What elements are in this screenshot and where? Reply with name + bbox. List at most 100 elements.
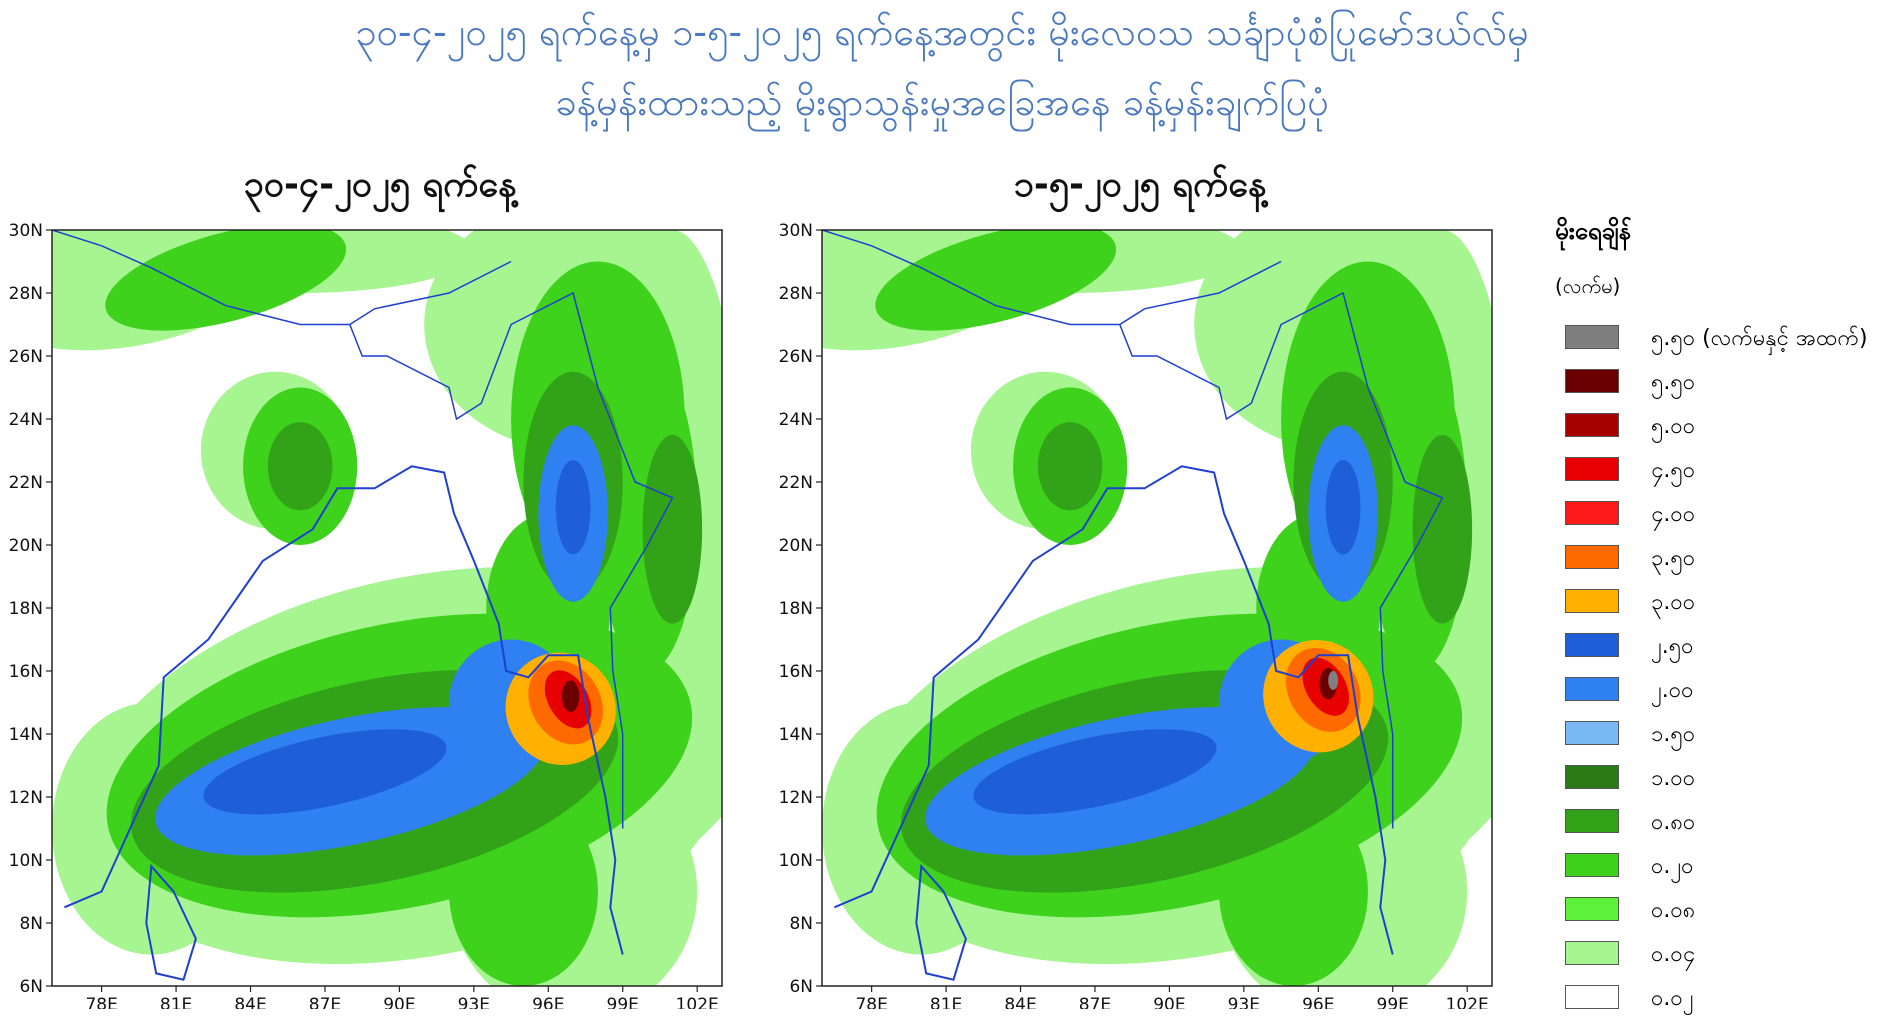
- legend-label: ၃.၅၀: [1651, 546, 1696, 571]
- legend-label: ၀.၀၈: [1651, 898, 1696, 923]
- legend-title: မိုးရေချိန်: [1555, 217, 1632, 245]
- rain-area: [105, 230, 347, 331]
- lat-tick-label: 14N: [779, 725, 813, 745]
- lat-tick-label: 26N: [779, 347, 813, 367]
- legend-label: ၅.၀၀: [1651, 414, 1696, 439]
- legend-item: ၀.၀၂: [1555, 977, 1880, 1021]
- rain-area: [642, 434, 703, 624]
- lat-tick-label: 24N: [779, 410, 813, 430]
- legend-label: ၁.၅၀: [1651, 722, 1696, 747]
- rain-area: [875, 230, 1117, 331]
- legend-label: ၁.၀၀: [1651, 766, 1696, 791]
- lon-tick-label: 99E: [1377, 995, 1409, 1009]
- lon-tick-label: 93E: [458, 995, 490, 1009]
- legend-item: ၅.၀၀: [1555, 405, 1880, 449]
- lon-tick-label: 81E: [930, 995, 962, 1009]
- legend-swatch: [1565, 897, 1619, 921]
- legend-swatch: [1565, 589, 1619, 613]
- legend-item: ၀.၂၀: [1555, 845, 1880, 889]
- legend-label: ၄.၅၀: [1651, 458, 1696, 483]
- lon-tick-label: 102E: [1446, 995, 1489, 1009]
- legend-item: ၀.၀၈: [1555, 889, 1880, 933]
- lon-tick-label: 84E: [234, 995, 266, 1009]
- country-border: [1119, 291, 1444, 829]
- legend-swatch: [1565, 501, 1619, 525]
- heavy-rain-area: [1328, 671, 1339, 690]
- legend-item: ၄.၅၀: [1555, 449, 1880, 493]
- legend-label: ၄.၀၀: [1651, 502, 1696, 527]
- legend-swatch: [1565, 457, 1619, 481]
- lat-tick-label: 24N: [9, 410, 43, 430]
- lat-tick-label: 14N: [9, 725, 43, 745]
- legend-label: ၅.၅၀: [1651, 370, 1696, 395]
- lat-tick-label: 28N: [779, 284, 813, 304]
- sri-lanka-coastline: [915, 863, 967, 981]
- legend-label: ၂.၅၀: [1651, 634, 1694, 659]
- legend-items: ၅.၅၀ (လက်မနှင့် အထက်) ၅.၅၀၅.၀၀၄.၅၀၄.၀၀၃.၅…: [1555, 317, 1880, 1021]
- lon-tick-label: 96E: [532, 995, 564, 1009]
- rain-area: [1037, 422, 1103, 511]
- lon-tick-label: 90E: [383, 995, 415, 1009]
- lat-tick-label: 30N: [9, 222, 43, 241]
- lat-tick-label: 22N: [779, 473, 813, 493]
- sri-lanka-coastline: [145, 863, 197, 981]
- legend-swatch: [1565, 985, 1619, 1009]
- rainfall-map-day-1: 30N 28N 26N 24N 22N 20N 18N 16N 14N 12N 10N 8N 6N 78E…: [0, 221, 740, 1015]
- legend-label: ၂.၀၀: [1651, 678, 1694, 703]
- legend-swatch: [1565, 853, 1619, 877]
- legend-swatch: [1565, 677, 1619, 701]
- rain-area: [1325, 459, 1361, 555]
- legend-label: ၀.၂၀: [1651, 854, 1694, 879]
- legend-item: ၅.၅၀: [1555, 361, 1880, 405]
- page-title-line-2: ခန့်မှန်းထားသည့် မိုးရွာသွန်းမှုအခြေအနေ …: [555, 80, 1329, 124]
- legend-swatch: [1565, 721, 1619, 745]
- lon-tick-label: 81E: [160, 995, 192, 1009]
- lat-tick-label: 10N: [9, 851, 43, 871]
- coastline: [834, 465, 1394, 955]
- lon-tick-label: 96E: [1302, 995, 1334, 1009]
- lon-tick-label: 78E: [855, 995, 887, 1009]
- lat-tick-label: 16N: [779, 662, 813, 682]
- lon-tick-label: 78E: [85, 995, 117, 1009]
- lon-tick-label: 87E: [1079, 995, 1111, 1009]
- lat-tick-label: 26N: [9, 347, 43, 367]
- legend-swatch: [1565, 325, 1619, 349]
- legend-item: ၁.၀၀: [1555, 757, 1880, 801]
- heavy-rain-area: [561, 680, 580, 712]
- lat-tick-label: 12N: [9, 788, 43, 808]
- rain-area: [1412, 434, 1473, 624]
- legend-swatch: [1565, 633, 1619, 657]
- lat-tick-label: 16N: [9, 662, 43, 682]
- legend-swatch: [1565, 809, 1619, 833]
- rain-area: [973, 729, 1217, 815]
- legend-label: ၃.၀၀: [1651, 590, 1696, 615]
- coastline: [64, 465, 624, 955]
- map-date-label-1: ၃၀-၄-၂၀၂၅ ရက်နေ့: [243, 164, 517, 205]
- legend-item: ၁.၅၀: [1555, 713, 1880, 757]
- lon-tick-label: 84E: [1004, 995, 1036, 1009]
- rain-area: [203, 729, 447, 815]
- legend-item: ၃.၅၀: [1555, 537, 1880, 581]
- lat-tick-label: 8N: [789, 914, 813, 934]
- lat-tick-label: 18N: [9, 599, 43, 619]
- lat-tick-label: 12N: [779, 788, 813, 808]
- lat-tick-label: 28N: [9, 284, 43, 304]
- lat-tick-label: 20N: [9, 536, 43, 556]
- country-border: [822, 230, 1282, 326]
- lat-tick-label: 10N: [779, 851, 813, 871]
- lat-tick-label: 22N: [9, 473, 43, 493]
- legend-swatch: [1565, 413, 1619, 437]
- lat-tick-label: 8N: [19, 914, 43, 934]
- legend-item: ၄.၀၀: [1555, 493, 1880, 537]
- legend-swatch: [1565, 941, 1619, 965]
- legend-item: ၅.၅၀ (လက်မနှင့် အထက်): [1555, 317, 1880, 361]
- legend-swatch: [1565, 545, 1619, 569]
- map-date-label-2: ၁-၅-၂၀၂၅ ရက်နေ့: [1013, 164, 1267, 205]
- lon-tick-label: 90E: [1153, 995, 1185, 1009]
- lon-tick-label: 102E: [676, 995, 719, 1009]
- lat-tick-label: 30N: [779, 222, 813, 241]
- lon-tick-label: 93E: [1228, 995, 1260, 1009]
- lat-tick-label: 6N: [19, 977, 43, 997]
- legend-label: ၅.၅၀ (လက်မနှင့် အထက်): [1651, 326, 1868, 351]
- legend-item: ၂.၅၀: [1555, 625, 1880, 669]
